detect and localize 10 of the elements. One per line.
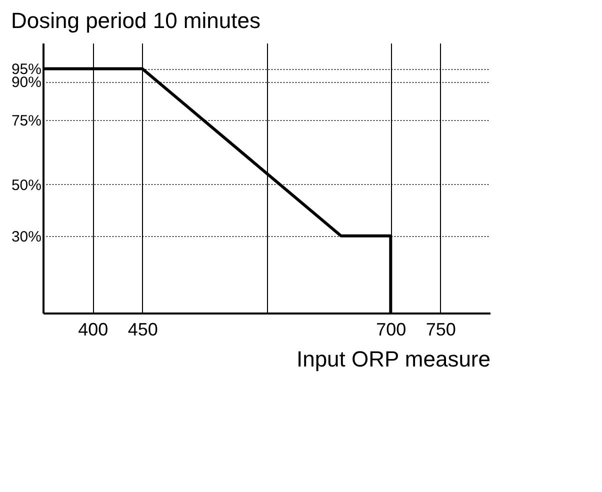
y-tick-label: 50% — [11, 176, 42, 194]
x-tick-label: 450 — [128, 320, 158, 340]
x-tick-label: 400 — [78, 320, 108, 340]
y-tick-label: 75% — [11, 112, 42, 130]
y-tick-label: 90% — [11, 74, 42, 92]
x-tick-label: 700 — [376, 320, 406, 340]
y-tick-label: 30% — [11, 228, 42, 246]
x-tick-label: 750 — [426, 320, 456, 340]
chart-title: Dosing period 10 minutes — [10, 8, 260, 33]
x-axis-title: Input ORP measure — [296, 346, 490, 372]
